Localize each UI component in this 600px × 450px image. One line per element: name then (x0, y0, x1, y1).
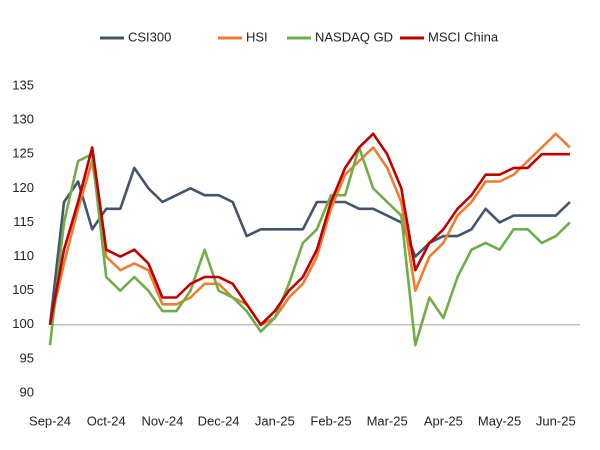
legend-label: HSI (246, 29, 268, 44)
x-tick-label: Sep-24 (29, 413, 71, 428)
series-line (48, 166, 571, 325)
x-tick-label: Mar-25 (367, 413, 408, 428)
x-tick-label: Dec-24 (198, 413, 240, 428)
series-line (48, 132, 571, 327)
series-line (48, 146, 571, 347)
y-tick-label: 120 (12, 180, 34, 195)
y-tick-label: 115 (13, 214, 34, 229)
y-tick-label: 125 (12, 146, 34, 161)
y-tick-label: 105 (12, 282, 34, 297)
y-tick-label: 100 (12, 316, 34, 331)
x-tick-label: Nov-24 (141, 413, 183, 428)
y-tick-label: 130 (12, 112, 34, 127)
x-tick-label: Jun-25 (536, 413, 576, 428)
y-tick-label: 110 (13, 248, 34, 263)
y-tick-label: 90 (20, 384, 34, 399)
x-tick-label: May-25 (478, 413, 521, 428)
legend-label: CSI300 (128, 29, 171, 44)
x-tick-label: Jan-25 (255, 413, 295, 428)
legend-label: MSCI China (428, 29, 499, 44)
x-tick-label: Apr-25 (424, 413, 463, 428)
legend-label: NASDAQ GD (315, 29, 393, 44)
y-tick-label: 95 (20, 350, 34, 365)
series-line (48, 132, 570, 327)
x-tick-label: Feb-25 (310, 413, 351, 428)
x-tick-label: Oct-24 (87, 413, 126, 428)
y-tick-label: 135 (12, 77, 34, 92)
